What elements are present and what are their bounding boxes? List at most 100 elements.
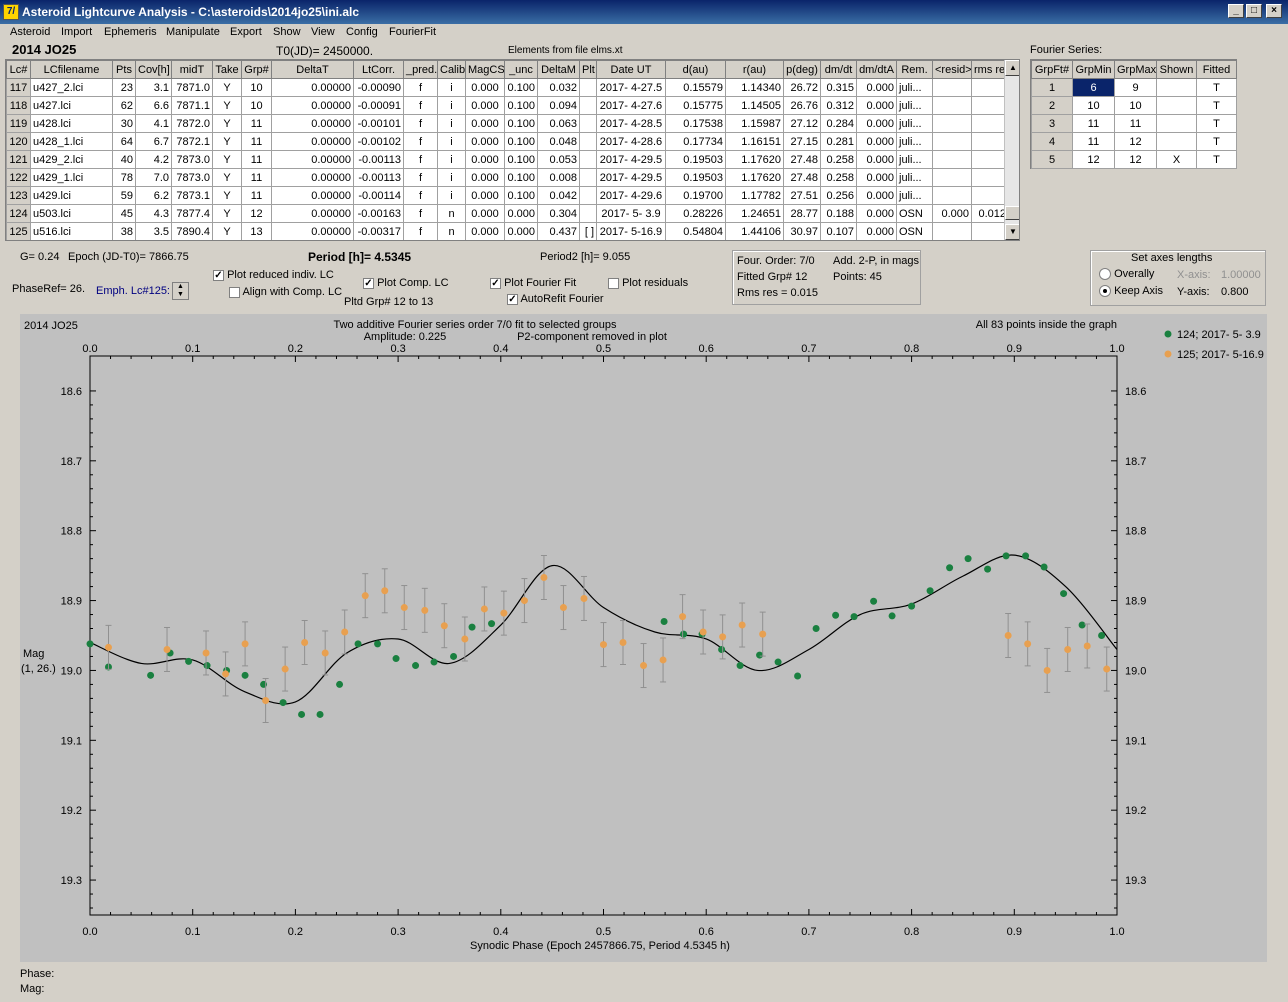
table-cell[interactable]: 7873.1 (171, 186, 213, 205)
lightcurve-plot-panel[interactable]: 0.0 0.0 0.1 0.1 0.2 0.2 0.3 0.3 0.4 0.4 0.5 0.5 0.6 0… (20, 314, 1267, 962)
table-cell[interactable]: -0.00113 (353, 168, 404, 187)
table-cell[interactable] (971, 168, 1009, 187)
table-cell[interactable] (932, 150, 972, 169)
table-cell[interactable]: 1.44106 (725, 222, 784, 240)
column-header[interactable]: <resid> (932, 60, 972, 79)
table-cell[interactable]: 0.17734 (665, 132, 726, 151)
fourier-cell[interactable]: X (1156, 150, 1197, 169)
table-cell[interactable]: juli... (896, 168, 933, 187)
table-cell[interactable]: 26.76 (783, 96, 821, 115)
fourier-cell[interactable]: T (1196, 114, 1237, 133)
table-cell[interactable]: 0.304 (537, 204, 580, 223)
table-cell[interactable]: 0.00000 (271, 132, 354, 151)
column-header[interactable]: rms res (971, 60, 1009, 79)
table-cell[interactable] (932, 96, 972, 115)
table-cell[interactable]: 0.188 (820, 204, 857, 223)
menu-manipulate[interactable]: Manipulate (166, 26, 220, 38)
table-cell[interactable]: u429.lci (30, 186, 113, 205)
table-cell[interactable]: f (403, 96, 438, 115)
table-cell[interactable]: 0.000 (465, 168, 505, 187)
table-cell[interactable]: 7871.1 (171, 96, 213, 115)
table-cell[interactable]: 10 (241, 78, 272, 97)
table-cell[interactable]: juli... (896, 96, 933, 115)
fourier-row[interactable]: 4 11 12 T (1031, 132, 1237, 151)
fourier-cell[interactable]: T (1196, 96, 1237, 115)
table-row[interactable]: 121 u429_2.lci 40 4.2 7873.0 Y 11 0.00000 -0.001… (6, 150, 1009, 169)
menu-export[interactable]: Export (230, 26, 262, 38)
fourier-cell[interactable]: 9 (1114, 78, 1157, 97)
lightcurve-table-container[interactable]: Lc# LCfilename Pts Cov[h] midT Take Grp# DeltaT… (5, 59, 1020, 241)
table-cell[interactable]: 7873.0 (171, 150, 213, 169)
fourier-column-header[interactable]: GrpFt# (1031, 60, 1073, 79)
table-cell[interactable] (932, 114, 972, 133)
table-cell[interactable]: u427.lci (30, 96, 113, 115)
table-cell[interactable]: 0.54804 (665, 222, 726, 240)
table-cell[interactable]: u516.lci (30, 222, 113, 240)
fourier-row[interactable]: 2 10 10 T (1031, 96, 1237, 115)
fourier-cell[interactable]: 11 (1072, 114, 1115, 133)
column-header[interactable]: _unc (504, 60, 538, 79)
table-cell[interactable]: Y (212, 78, 242, 97)
column-header[interactable]: dm/dtA (856, 60, 897, 79)
table-cell[interactable]: i (437, 168, 466, 187)
column-header[interactable]: r(au) (725, 60, 784, 79)
table-cell[interactable]: 0.100 (504, 168, 538, 187)
table-cell[interactable]: 0.17538 (665, 114, 726, 133)
table-cell[interactable]: 0.048 (537, 132, 580, 151)
table-cell[interactable]: 4.2 (135, 150, 172, 169)
column-header[interactable]: LtCorr. (353, 60, 404, 79)
table-cell[interactable]: OSN (896, 222, 933, 240)
table-cell[interactable]: 0.100 (504, 186, 538, 205)
table-cell[interactable]: 11 (241, 114, 272, 133)
table-cell[interactable] (971, 96, 1009, 115)
table-cell[interactable]: 2017- 5- 3.9 (596, 204, 666, 223)
table-cell[interactable]: 1.17782 (725, 186, 784, 205)
table-cell[interactable]: n (437, 204, 466, 223)
fourier-column-header[interactable]: Fitted (1196, 60, 1237, 79)
table-cell[interactable]: 0.28226 (665, 204, 726, 223)
table-cell[interactable]: 0.315 (820, 78, 857, 97)
column-header[interactable]: Calib. (437, 60, 466, 79)
table-cell[interactable] (932, 186, 972, 205)
table-cell[interactable]: n (437, 222, 466, 240)
table-cell[interactable]: f (403, 78, 438, 97)
row-number[interactable]: 117 (6, 78, 31, 97)
table-cell[interactable]: 0.100 (504, 78, 538, 97)
plot-fourier-checkbox[interactable]: ✓ Plot Fourier Fit (490, 277, 577, 289)
fourier-cell[interactable] (1156, 114, 1197, 133)
table-cell[interactable]: 11 (241, 168, 272, 187)
table-row[interactable]: 119 u428.lci 30 4.1 7872.0 Y 11 0.00000 -0.00101… (6, 114, 1009, 133)
table-cell[interactable]: juli... (896, 132, 933, 151)
table-cell[interactable]: Y (212, 114, 242, 133)
column-header[interactable]: _pred. (403, 60, 438, 79)
scroll-up-icon[interactable]: ▲ (1005, 60, 1019, 76)
table-cell[interactable]: 0.000 (856, 96, 897, 115)
table-cell[interactable] (971, 150, 1009, 169)
table-cell[interactable]: f (403, 150, 438, 169)
table-cell[interactable]: 0.000 (856, 114, 897, 133)
column-header[interactable]: Plt (579, 60, 597, 79)
table-cell[interactable]: -0.00317 (353, 222, 404, 240)
table-cell[interactable]: 12 (241, 204, 272, 223)
table-cell[interactable]: 1.15987 (725, 114, 784, 133)
row-number[interactable]: 124 (6, 204, 31, 223)
menu-ephemeris[interactable]: Ephemeris (104, 26, 157, 38)
table-cell[interactable]: 0.00000 (271, 150, 354, 169)
emph-spinner[interactable]: ▲ ▼ (172, 282, 189, 300)
table-row[interactable]: 122 u429_1.lci 78 7.0 7873.0 Y 11 0.00000 -0.001… (6, 168, 1009, 187)
table-cell[interactable]: i (437, 186, 466, 205)
table-cell[interactable]: 2017- 4-28.6 (596, 132, 666, 151)
table-row[interactable]: 117 u427_2.lci 23 3.1 7871.0 Y 10 0.00000 -0.000… (6, 78, 1009, 97)
fourier-cell[interactable]: T (1196, 132, 1237, 151)
table-cell[interactable]: 0.094 (537, 96, 580, 115)
table-cell[interactable]: 6.2 (135, 186, 172, 205)
table-cell[interactable] (579, 132, 597, 151)
table-cell[interactable]: 0.00000 (271, 168, 354, 187)
fourier-cell[interactable]: 12 (1072, 150, 1115, 169)
column-header[interactable]: Cov[h] (135, 60, 172, 79)
table-cell[interactable]: -0.00091 (353, 96, 404, 115)
table-cell[interactable]: juli... (896, 78, 933, 97)
table-cell[interactable] (579, 114, 597, 133)
table-cell[interactable]: 0.000 (465, 222, 505, 240)
table-cell[interactable]: 13 (241, 222, 272, 240)
